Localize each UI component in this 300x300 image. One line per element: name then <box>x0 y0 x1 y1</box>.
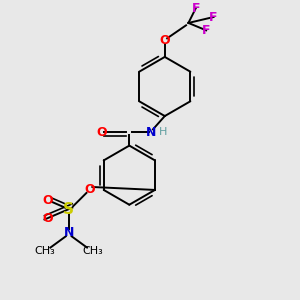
Text: O: O <box>160 34 170 47</box>
Text: O: O <box>43 194 53 207</box>
Text: N: N <box>64 226 74 239</box>
Text: F: F <box>202 24 210 37</box>
Text: F: F <box>192 2 200 15</box>
Text: O: O <box>43 212 53 224</box>
Text: N: N <box>146 126 157 139</box>
Text: CH₃: CH₃ <box>82 245 103 256</box>
Text: O: O <box>84 183 95 196</box>
Text: O: O <box>96 126 106 139</box>
Text: F: F <box>209 11 218 23</box>
Text: CH₃: CH₃ <box>35 245 56 256</box>
Text: H: H <box>159 127 167 137</box>
Text: S: S <box>63 202 74 217</box>
